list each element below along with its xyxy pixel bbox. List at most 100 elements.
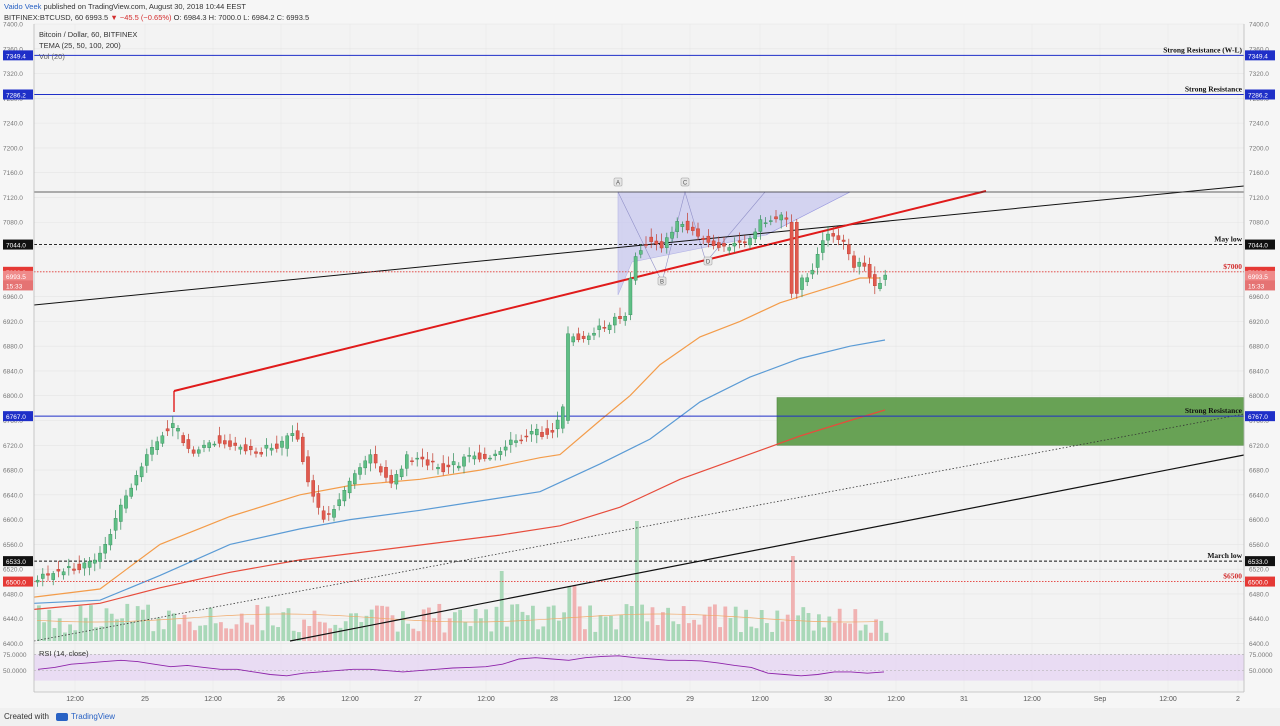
candle-body bbox=[805, 277, 809, 283]
volume-bar bbox=[728, 618, 733, 641]
left-price-axis[interactable]: 7400.07360.07320.07280.07240.07200.07160… bbox=[3, 22, 35, 693]
current-price-tag-left bbox=[3, 270, 33, 281]
volume-bar bbox=[848, 623, 852, 641]
current-price-tag-left bbox=[3, 280, 33, 291]
y-tick-label-right: 7120.0 bbox=[1249, 195, 1269, 202]
candle-body bbox=[649, 236, 653, 242]
candle-body bbox=[113, 518, 118, 531]
volume-bar bbox=[754, 628, 759, 641]
y-tick-label-left: 6840.0 bbox=[3, 368, 23, 375]
volume-bar bbox=[453, 612, 457, 641]
candle-body bbox=[550, 430, 555, 433]
level-price-tag-right bbox=[1245, 89, 1275, 100]
candle-body bbox=[238, 446, 243, 450]
candle-body bbox=[732, 242, 737, 247]
chart-area bbox=[34, 24, 1244, 692]
legend-volume: Vol (20) bbox=[39, 52, 65, 61]
right-price-axis[interactable]: 7400.07360.07320.07280.07240.07200.07160… bbox=[1243, 22, 1275, 693]
level-price-tag-right bbox=[1245, 239, 1275, 250]
volume-bar bbox=[759, 610, 764, 641]
candle-body bbox=[196, 449, 201, 454]
volume-bar bbox=[562, 612, 566, 641]
x-tick-label: 12:00 bbox=[66, 696, 84, 703]
candle-body bbox=[524, 435, 529, 438]
candle-body bbox=[165, 428, 170, 432]
candle-body bbox=[248, 446, 253, 451]
volume-bar bbox=[723, 606, 728, 641]
grid-lines bbox=[34, 23, 1244, 692]
pattern-point-label: C bbox=[683, 181, 688, 187]
y-tick-label-left: 6520.0 bbox=[3, 567, 23, 574]
candle-body bbox=[295, 430, 300, 440]
candle-body bbox=[457, 465, 461, 469]
candle-body bbox=[186, 439, 191, 449]
candle-body bbox=[514, 440, 518, 443]
x-tick-label: 27 bbox=[414, 696, 422, 703]
candle-body bbox=[841, 239, 846, 242]
red-trendline bbox=[173, 190, 987, 392]
volume-bar bbox=[863, 624, 868, 641]
volume-bar bbox=[406, 623, 410, 641]
volume-bar bbox=[245, 622, 249, 641]
candle-body bbox=[144, 454, 149, 466]
volume-bar bbox=[479, 618, 483, 641]
volume-bar bbox=[572, 586, 577, 641]
volume-bar bbox=[395, 631, 400, 641]
volume-bar bbox=[749, 626, 754, 641]
y-tick-label-right: 6920.0 bbox=[1249, 319, 1269, 326]
price-chart[interactable]: 75.0000 50.0000 75.0000 50.0000 7400.0 7360.… bbox=[0, 0, 1280, 708]
y-tick-label-left: 7360.0 bbox=[3, 46, 23, 53]
volume-bar bbox=[702, 614, 707, 641]
level-price-tag-text: 6767.0 bbox=[6, 414, 26, 421]
tema-200-line bbox=[33, 409, 886, 610]
volume-bar bbox=[739, 632, 743, 641]
lower-trendline bbox=[289, 454, 1245, 642]
candle-body bbox=[363, 460, 368, 469]
candle-body bbox=[488, 457, 492, 460]
y-tick-label-right: 6680.0 bbox=[1249, 468, 1269, 475]
volume-bar bbox=[869, 632, 873, 641]
current-price-tag-text: 6993.5 bbox=[1248, 274, 1268, 281]
level-label: May low bbox=[1214, 235, 1242, 244]
volume-bar bbox=[182, 614, 187, 641]
time-axis[interactable]: 12:00 25 12:00 26 12:00 27 12:00 28 12:00 29 12:00… bbox=[34, 691, 1244, 703]
volume-bar bbox=[603, 616, 608, 641]
candle-body bbox=[118, 504, 123, 522]
candlesticks bbox=[35, 209, 887, 587]
volume-bar bbox=[213, 623, 218, 641]
x-tick-label: 28 bbox=[550, 696, 558, 703]
candle-body bbox=[555, 419, 560, 430]
volume-bar bbox=[265, 606, 270, 641]
volume-bar bbox=[707, 606, 712, 641]
candle-body bbox=[613, 316, 617, 326]
volume-bar bbox=[775, 610, 780, 641]
y-tick-label-right: 6560.0 bbox=[1249, 542, 1269, 549]
candle-body bbox=[644, 244, 648, 246]
candle-body bbox=[571, 336, 575, 343]
volume-bar bbox=[447, 618, 452, 641]
candle-body bbox=[477, 452, 482, 460]
volume-bar bbox=[650, 607, 655, 641]
candle-body bbox=[46, 573, 50, 576]
rsi-tick-label: 50.0000 bbox=[1249, 668, 1273, 675]
y-tick-label-left: 6920.0 bbox=[3, 319, 23, 326]
volume-ma-line bbox=[36, 613, 878, 623]
volume-bar bbox=[484, 609, 488, 641]
x-tick-label: 31 bbox=[960, 696, 968, 703]
author-name[interactable]: Vaido Veek bbox=[4, 2, 42, 11]
tradingview-link[interactable]: TradingView bbox=[56, 708, 115, 726]
volume-bar bbox=[770, 631, 774, 641]
candle-body bbox=[654, 240, 659, 245]
volume-bar bbox=[557, 620, 561, 641]
y-tick-label-right: 6440.0 bbox=[1249, 616, 1269, 623]
candle-body bbox=[129, 487, 134, 497]
volume-bar bbox=[442, 632, 447, 641]
level-price-tag-text: 7349.4 bbox=[1248, 53, 1268, 60]
candle-body bbox=[207, 442, 212, 448]
volume-bar bbox=[307, 626, 312, 641]
candle-body bbox=[384, 467, 388, 478]
volume-bar bbox=[224, 628, 228, 641]
candle-body bbox=[821, 240, 825, 253]
volume-bar bbox=[47, 609, 52, 641]
rsi-tick-label: 75.0000 bbox=[1249, 652, 1273, 659]
